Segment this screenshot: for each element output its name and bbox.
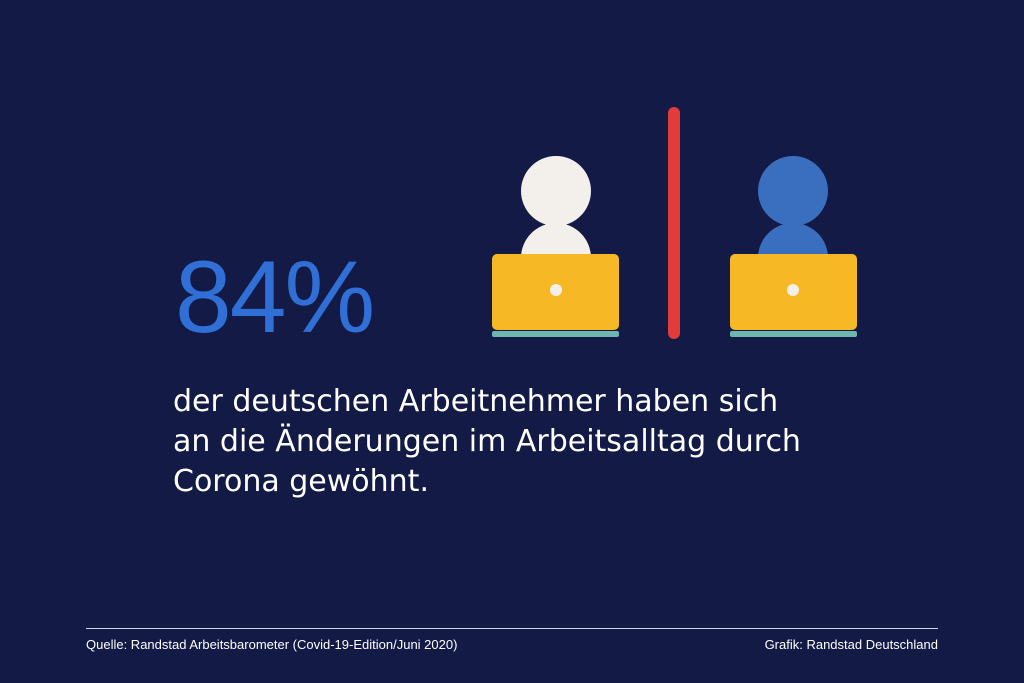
stat-percentage: 84% (175, 240, 375, 354)
laptop-camera (787, 284, 799, 296)
stat-description: der deutschen Arbeitnehmer haben sich an… (173, 382, 873, 502)
description-line-1: der deutschen Arbeitnehmer haben sich (173, 384, 779, 419)
description-line-3: Corona gewöhnt. (173, 464, 429, 499)
person-head (758, 156, 828, 226)
person-at-laptop-icon (492, 156, 619, 337)
vertical-divider-icon (668, 107, 680, 339)
laptop-base (492, 331, 619, 337)
laptop-camera (550, 284, 562, 296)
source-note: Quelle: Randstad Arbeitsbarometer (Covid… (86, 637, 458, 652)
laptop-base (730, 331, 857, 337)
person-head (521, 156, 591, 226)
credit-note: Grafik: Randstad Deutschland (764, 637, 938, 652)
description-line-2: an die Änderungen im Arbeitsalltag durch (173, 424, 801, 459)
footer-rule (86, 628, 938, 629)
person-at-laptop-icon (730, 156, 857, 337)
remote-work-illustration (492, 107, 857, 339)
